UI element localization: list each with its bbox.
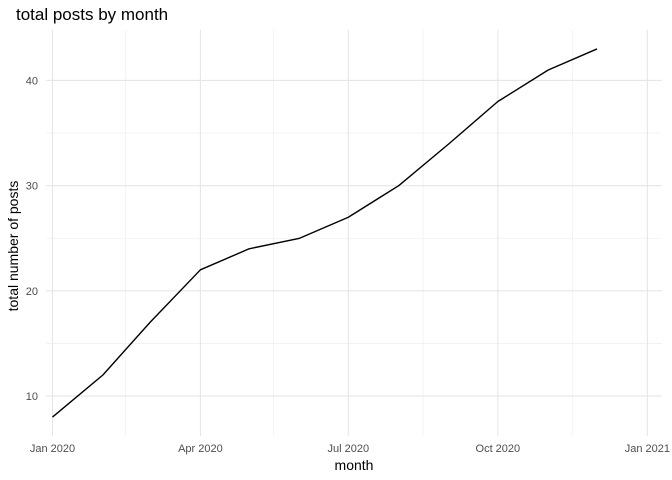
grid	[46, 30, 662, 436]
x-tick-label: Jan 2020	[30, 443, 75, 455]
y-tick-label: 30	[26, 181, 38, 193]
x-tick-label: Jul 2020	[328, 443, 370, 455]
chart-title: total posts by month	[16, 5, 168, 24]
x-axis-tick-labels: Jan 2020 Apr 2020 Jul 2020 Oct 2020 Jan 2021	[30, 443, 670, 455]
x-tick-label: Apr 2020	[178, 443, 223, 455]
y-axis-tick-labels: 10 20 30 40	[26, 75, 38, 403]
series-line	[52, 48, 598, 418]
y-tick-label: 10	[26, 391, 38, 403]
y-tick-label: 20	[26, 286, 38, 298]
y-tick-label: 40	[26, 75, 38, 87]
x-axis-title: month	[335, 457, 374, 473]
x-tick-label: Jan 2021	[625, 443, 670, 455]
x-tick-label: Oct 2020	[476, 443, 521, 455]
data-points	[52, 49, 597, 417]
y-axis-title: total number of posts	[5, 181, 21, 312]
